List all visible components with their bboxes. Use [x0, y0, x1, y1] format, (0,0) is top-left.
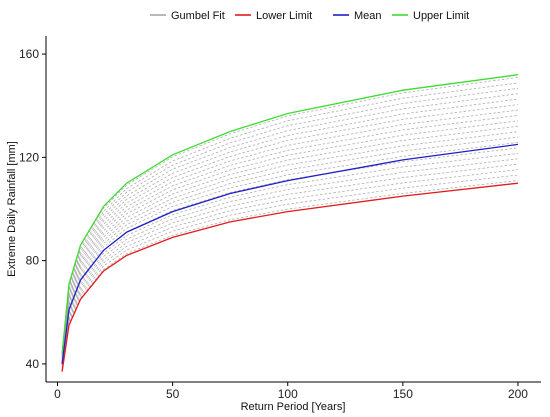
gumbel-fit-line [61, 93, 519, 357]
y-ticks: 40 80 120 160 [19, 47, 46, 371]
gumbel-fit-line [61, 180, 519, 372]
y-tick-label: 40 [26, 357, 40, 371]
gumbel-fit-line [61, 136, 519, 365]
y-axis-title: Extreme Daily Rainfall [mm] [6, 141, 18, 277]
series-line-upper-limit [61, 74, 519, 354]
gumbel-fit-line [61, 98, 519, 358]
legend-label-mean: Mean [354, 10, 382, 22]
axes [45, 36, 541, 383]
x-tick-label: 150 [393, 387, 413, 401]
gumbel-fit-line [61, 131, 519, 364]
gumbel-fit-line [61, 87, 519, 356]
x-axis-title: Return Period [Years] [241, 401, 346, 413]
gumbel-fit-line [61, 104, 519, 359]
x-tick-label: 50 [166, 387, 180, 401]
gumbel-fit-line [61, 120, 519, 362]
legend-label-lower-limit: Lower Limit [256, 10, 312, 22]
gumbel-fit-ensemble [61, 77, 519, 372]
y-tick-label: 160 [19, 47, 39, 61]
series-lines [61, 74, 519, 372]
gumbel-fit-line [61, 158, 519, 368]
legend-label-upper-limit: Upper Limit [413, 10, 469, 22]
gumbel-fit-line [61, 153, 519, 367]
series-line-lower-limit [61, 182, 519, 372]
x-tick-label: 100 [278, 387, 298, 401]
gumbel-fit-line [61, 77, 519, 355]
series-line-mean [61, 143, 519, 364]
x-tick-label: 0 [54, 387, 61, 401]
legend-label-gumbel-fit: Gumbel Fit [171, 10, 225, 22]
gumbel-fit-line [61, 174, 519, 371]
gumbel-fit-line [61, 163, 519, 369]
x-ticks: 0 50 100 150 200 [54, 382, 528, 401]
gumbel-fit-line [61, 115, 519, 361]
x-tick-label: 200 [508, 387, 528, 401]
gumbel-fit-line [61, 169, 519, 370]
y-tick-label: 120 [19, 150, 39, 164]
y-tick-label: 80 [26, 254, 40, 268]
legend: Gumbel Fit Lower Limit Mean Upper Limit [150, 10, 469, 22]
gumbel-fit-line [61, 109, 519, 360]
gumbel-fit-line [61, 82, 519, 356]
gumbel-fit-line [61, 125, 519, 363]
